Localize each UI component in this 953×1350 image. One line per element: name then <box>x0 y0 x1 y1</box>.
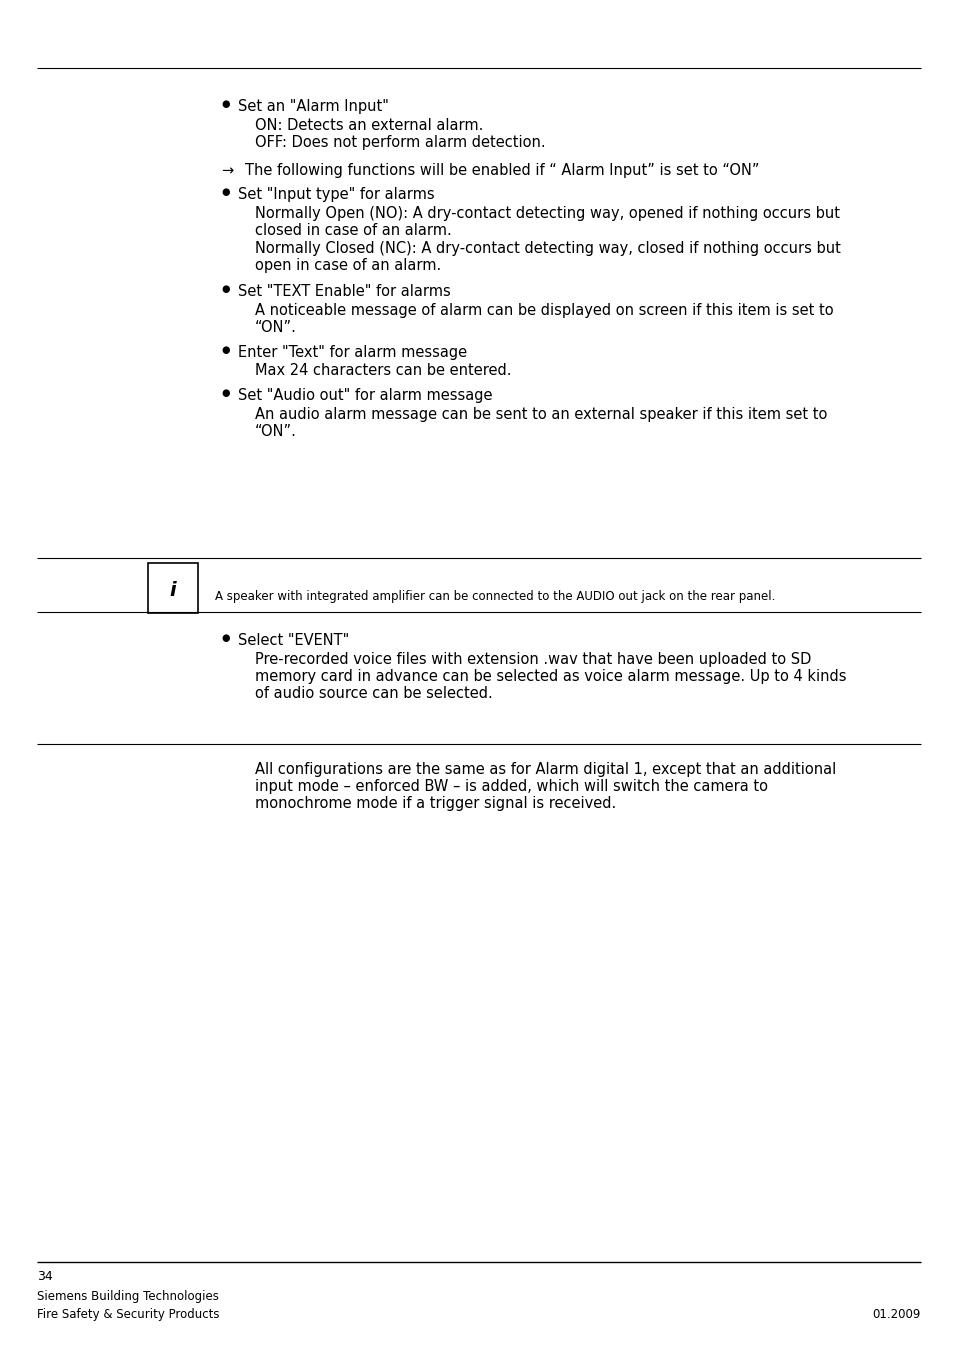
Text: An audio alarm message can be sent to an external speaker if this item set to: An audio alarm message can be sent to an… <box>254 406 826 423</box>
Text: Fire Safety & Security Products: Fire Safety & Security Products <box>37 1308 219 1322</box>
Text: Normally Open (NO): A dry-contact detecting way, opened if nothing occurs but: Normally Open (NO): A dry-contact detect… <box>254 207 840 221</box>
Text: All configurations are the same as for Alarm digital 1, except that an additiona: All configurations are the same as for A… <box>254 761 836 778</box>
Text: 34: 34 <box>37 1270 52 1282</box>
Text: open in case of an alarm.: open in case of an alarm. <box>254 258 441 273</box>
Text: ●: ● <box>221 284 230 294</box>
Text: OFF: Does not perform alarm detection.: OFF: Does not perform alarm detection. <box>254 135 545 150</box>
Text: ON: Detects an external alarm.: ON: Detects an external alarm. <box>254 117 483 134</box>
Text: i: i <box>170 580 176 599</box>
Text: memory card in advance can be selected as voice alarm message. Up to 4 kinds: memory card in advance can be selected a… <box>254 670 845 684</box>
Text: of audio source can be selected.: of audio source can be selected. <box>254 686 493 701</box>
Text: input mode – enforced BW – is added, which will switch the camera to: input mode – enforced BW – is added, whi… <box>254 779 767 794</box>
Text: Set "Input type" for alarms: Set "Input type" for alarms <box>237 188 435 202</box>
Text: →: → <box>221 163 233 178</box>
Text: ●: ● <box>221 99 230 109</box>
Text: Set "TEXT Enable" for alarms: Set "TEXT Enable" for alarms <box>237 284 450 298</box>
Text: “ON”.: “ON”. <box>254 424 296 439</box>
Text: The following functions will be enabled if “ Alarm Input” is set to “ON”: The following functions will be enabled … <box>245 163 759 178</box>
Text: Pre-recorded voice files with extension .wav that have been uploaded to SD: Pre-recorded voice files with extension … <box>254 652 810 667</box>
Text: closed in case of an alarm.: closed in case of an alarm. <box>254 223 452 238</box>
Text: ●: ● <box>221 346 230 355</box>
Text: ●: ● <box>221 387 230 398</box>
Text: Set "Audio out" for alarm message: Set "Audio out" for alarm message <box>237 387 492 404</box>
Text: A noticeable message of alarm can be displayed on screen if this item is set to: A noticeable message of alarm can be dis… <box>254 302 833 319</box>
Bar <box>148 563 198 613</box>
Text: Set an "Alarm Input": Set an "Alarm Input" <box>237 99 389 113</box>
Text: ●: ● <box>221 188 230 197</box>
Text: monochrome mode if a trigger signal is received.: monochrome mode if a trigger signal is r… <box>254 796 616 811</box>
Text: Enter "Text" for alarm message: Enter "Text" for alarm message <box>237 346 467 360</box>
Text: 01.2009: 01.2009 <box>872 1308 920 1322</box>
Text: Normally Closed (NC): A dry-contact detecting way, closed if nothing occurs but: Normally Closed (NC): A dry-contact dete… <box>254 242 840 256</box>
Text: “ON”.: “ON”. <box>254 320 296 335</box>
Text: Siemens Building Technologies: Siemens Building Technologies <box>37 1291 218 1303</box>
Text: Select "EVENT": Select "EVENT" <box>237 633 349 648</box>
Text: Max 24 characters can be entered.: Max 24 characters can be entered. <box>254 363 511 378</box>
Text: ●: ● <box>221 633 230 643</box>
Text: A speaker with integrated amplifier can be connected to the AUDIO out jack on th: A speaker with integrated amplifier can … <box>214 590 775 603</box>
